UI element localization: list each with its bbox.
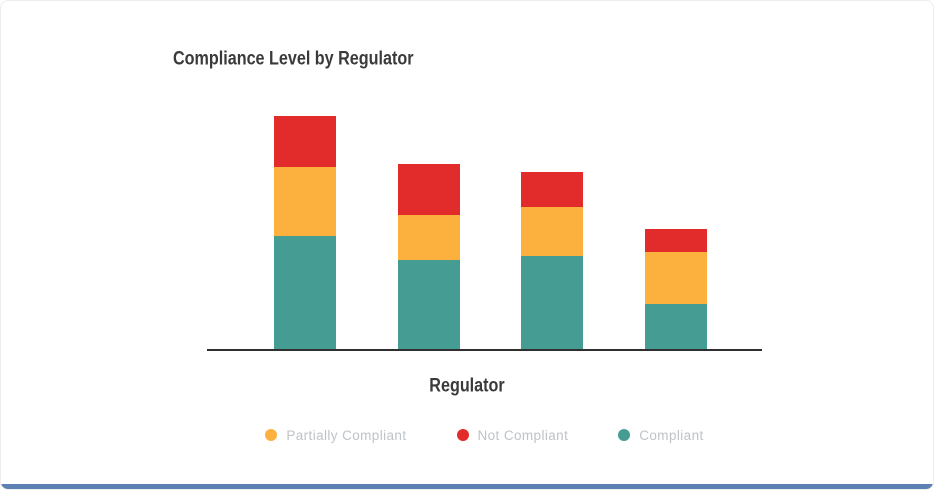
legend-item-not-compliant: Not Compliant <box>456 427 569 443</box>
card-bottom-accent <box>1 484 933 489</box>
x-axis-label: Regulator <box>429 375 505 397</box>
bar-4-segment-not-compliant <box>645 229 707 252</box>
stacked-bar-2 <box>398 164 460 349</box>
bar-4-segment-compliant <box>645 304 707 349</box>
bar-4-segment-partially-compliant <box>645 252 707 304</box>
bar-3-segment-not-compliant <box>521 172 583 207</box>
legend-label: Not Compliant <box>477 427 569 443</box>
bar-3-segment-partially-compliant <box>521 207 583 256</box>
stacked-bar-1 <box>274 116 336 349</box>
bar-2-segment-partially-compliant <box>398 215 460 260</box>
legend-marker-circle-icon <box>618 429 631 441</box>
legend-item-compliant: Compliant <box>618 428 703 443</box>
legend: Partially Compliant Not Compliant Complian… <box>207 425 762 445</box>
bar-1-segment-not-compliant <box>274 116 336 167</box>
bar-1-segment-partially-compliant <box>274 167 336 236</box>
chart-title: Compliance Level by Regulator <box>173 48 414 70</box>
legend-marker-circle-icon <box>265 429 278 441</box>
bar-2-segment-compliant <box>398 260 460 349</box>
stacked-bar-4 <box>645 229 707 349</box>
bar-2-segment-not-compliant <box>398 164 460 215</box>
bar-3-segment-compliant <box>521 256 583 349</box>
legend-item-partially-compliant: Partially Compliant <box>265 428 406 443</box>
legend-marker-circle-icon <box>456 429 469 441</box>
legend-label: Compliant <box>639 427 704 443</box>
stacked-bar-3 <box>521 172 583 349</box>
legend-label: Partially Compliant <box>286 427 407 443</box>
bar-1-segment-compliant <box>274 236 336 349</box>
plot-area <box>207 1 762 351</box>
x-axis-line <box>207 349 762 351</box>
